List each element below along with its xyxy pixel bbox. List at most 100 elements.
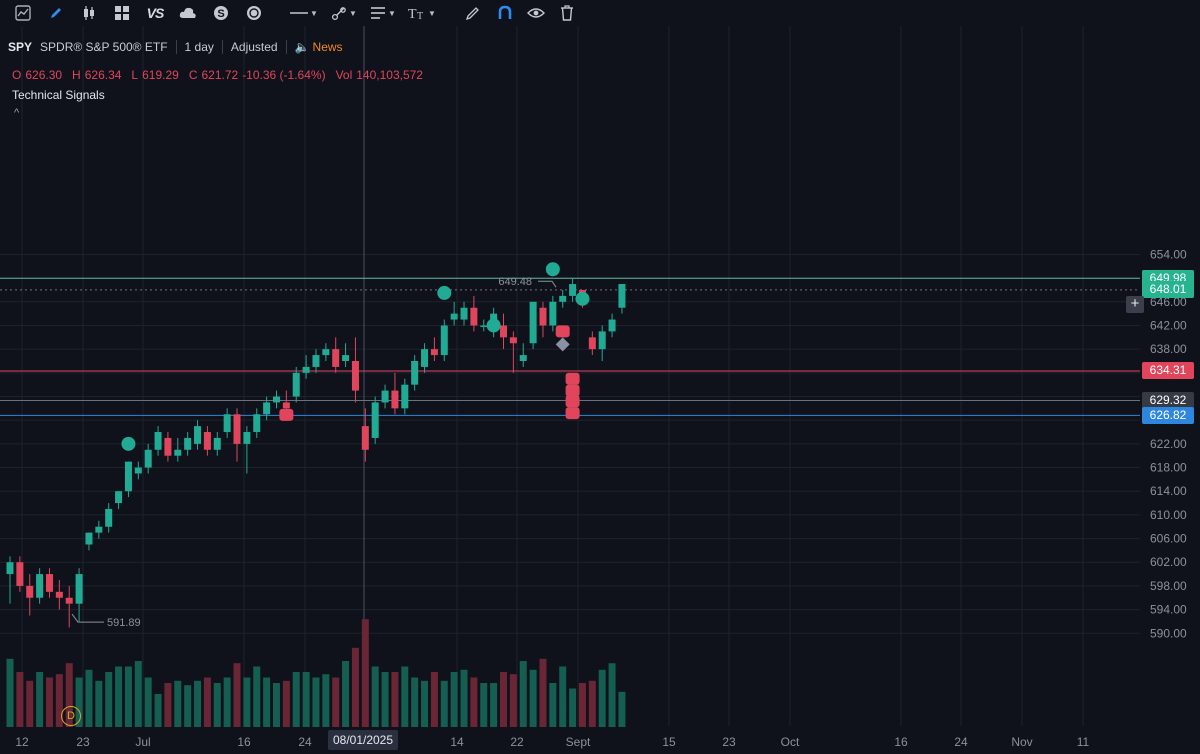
x-tick-label: 23	[722, 735, 736, 749]
volume-bar	[174, 680, 182, 727]
candle-body	[233, 414, 241, 444]
x-tick-label: 14	[450, 735, 464, 749]
adjustment-label[interactable]: Adjusted	[230, 40, 278, 54]
candle-body	[292, 372, 300, 397]
x-tick-label: Sept	[566, 735, 591, 749]
candle-body	[134, 467, 142, 474]
play-icon[interactable]	[243, 3, 265, 23]
candle-body	[519, 355, 527, 361]
candle-body	[36, 574, 44, 598]
chart-icon[interactable]	[12, 3, 34, 23]
chart-pane[interactable]: 654.00650.00646.00642.00638.00634.00630.…	[0, 26, 1200, 754]
trash-icon[interactable]	[556, 3, 578, 23]
x-tick-label: 22	[510, 735, 524, 749]
candle-body	[6, 562, 14, 575]
volume-bar	[263, 677, 271, 727]
dollar-icon[interactable]: S	[210, 3, 232, 23]
symbol-ticker[interactable]: SPY	[8, 40, 33, 54]
candle-body	[401, 384, 409, 409]
signal-up-circle	[121, 436, 136, 451]
volume-bar	[282, 680, 290, 727]
news-button[interactable]: 🔈 News	[295, 40, 351, 54]
volume-bar	[312, 677, 320, 727]
volume-bar	[371, 666, 379, 727]
y-tick-label: 642.00	[1150, 318, 1187, 332]
dividend-badge[interactable]: D	[61, 706, 81, 726]
magnet-icon[interactable]	[494, 3, 516, 23]
candle-body	[351, 360, 359, 391]
volume-bar	[292, 672, 300, 727]
candles-icon[interactable]	[78, 3, 100, 23]
candle-body	[411, 360, 419, 385]
candle-body	[26, 585, 34, 598]
volume-bar	[361, 619, 369, 727]
pencil-icon[interactable]	[45, 3, 67, 23]
grid-icon[interactable]	[111, 3, 133, 23]
candle-body	[332, 349, 340, 367]
price-tag-text: 634.31	[1149, 363, 1187, 378]
open-value: 626.30	[25, 68, 63, 82]
candle-body	[253, 414, 261, 433]
cloud-icon[interactable]	[176, 3, 200, 23]
candle-body	[213, 437, 221, 450]
toolbar: VS S ▼ ▼ ▼ T T ▼	[0, 0, 1200, 26]
candle-body	[95, 526, 103, 533]
header-divider	[285, 40, 287, 54]
y-tick-label: 646.00	[1150, 295, 1187, 309]
signal-down-square	[565, 407, 580, 420]
price-tag-text: 626.82	[1149, 407, 1187, 422]
candle-body	[124, 461, 132, 492]
brush-tool-icon[interactable]: ▼	[328, 3, 360, 23]
volume-bar	[450, 672, 458, 727]
volume-label: Vol	[335, 68, 353, 82]
volume-bar	[154, 694, 162, 727]
text-tool-icon[interactable]: T T ▼	[408, 7, 436, 21]
y-tick-label: 654.00	[1150, 247, 1187, 261]
signal-down-square	[565, 395, 580, 408]
y-tick-label: 602.00	[1150, 555, 1187, 569]
vs-icon[interactable]: VS	[143, 3, 167, 23]
symbol-name[interactable]: SPDR® S&P 500® ETF	[40, 40, 168, 54]
volume-bar	[569, 688, 577, 727]
draw-icon[interactable]	[462, 3, 484, 23]
candle-body	[45, 574, 53, 592]
text-align-icon[interactable]: ▼	[371, 7, 396, 19]
collapse-caret-icon[interactable]: ^	[14, 107, 20, 119]
volume-bar	[608, 663, 616, 727]
candle-body	[450, 313, 458, 320]
interval-label[interactable]: 1 day	[184, 40, 214, 54]
news-label: News	[312, 40, 343, 54]
volume-bar	[559, 666, 567, 727]
volume-bar	[124, 666, 132, 727]
add-plus-icon[interactable]: +	[1126, 296, 1144, 313]
volume-bar	[85, 669, 93, 727]
volume-bar	[490, 683, 498, 727]
candle-body	[203, 432, 211, 450]
svg-text:S: S	[217, 8, 224, 20]
high-marker-line	[538, 280, 557, 288]
line-tool-icon[interactable]: ▼	[290, 8, 318, 18]
symbol-header: SPY SPDR® S&P 500® ETF 1 day Adjusted 🔈 N…	[8, 38, 359, 56]
price-chart[interactable]: 654.00650.00646.00642.00638.00634.00630.…	[0, 26, 1200, 754]
x-tick-label: Oct	[781, 735, 800, 749]
volume-bar	[588, 680, 596, 727]
close-value: 621.72	[201, 68, 239, 82]
volume-bar	[480, 683, 488, 727]
low-value: 619.29	[142, 68, 179, 82]
volume-bar	[549, 683, 557, 727]
signal-down-square	[565, 372, 580, 385]
volume-bar	[6, 658, 14, 727]
y-tick-label: 614.00	[1150, 484, 1187, 498]
candle-body	[500, 325, 507, 338]
volume-bar	[460, 669, 468, 727]
eye-icon[interactable]	[525, 3, 547, 23]
study-label[interactable]: Technical Signals	[12, 88, 105, 102]
signal-up-circle	[575, 291, 590, 306]
volume-bar	[322, 674, 330, 727]
volume-bar	[16, 672, 24, 727]
y-tick-label: 594.00	[1150, 603, 1187, 617]
candle-body	[539, 307, 547, 326]
candle-body	[598, 331, 606, 350]
volume-bar	[411, 677, 419, 727]
x-tick-label: 24	[298, 735, 312, 749]
